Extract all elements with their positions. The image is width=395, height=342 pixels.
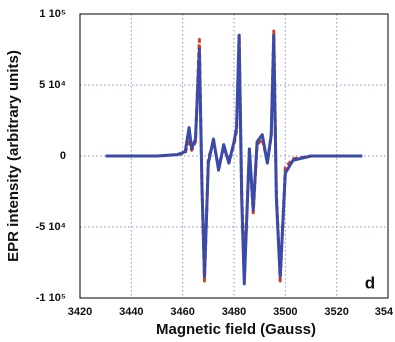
x-tick-label: 3500 xyxy=(273,306,297,318)
y-tick-label: -1 10⁵ xyxy=(36,292,66,304)
x-tick-label: 3480 xyxy=(222,306,246,318)
x-tick-label: 3440 xyxy=(119,306,143,318)
x-tick-label: 3420 xyxy=(68,306,92,318)
x-axis-title: Magnetic field (Gauss) xyxy=(156,321,316,338)
plot-frame xyxy=(79,13,389,299)
x-tick-label: 3520 xyxy=(324,306,348,318)
y-axis-title: EPR intensity (arbitrary units) xyxy=(5,50,22,262)
x-tick-label: 354 xyxy=(375,306,394,318)
y-tick-label: 1 10⁵ xyxy=(39,8,66,20)
y-tick-label: 0 xyxy=(60,150,66,162)
y-tick-label: -5 10⁴ xyxy=(35,221,66,233)
y-tick-label: 5 10⁴ xyxy=(39,79,66,91)
x-tick-label: 3460 xyxy=(170,306,194,318)
panel-label: d xyxy=(365,273,375,292)
series-line xyxy=(105,33,363,286)
